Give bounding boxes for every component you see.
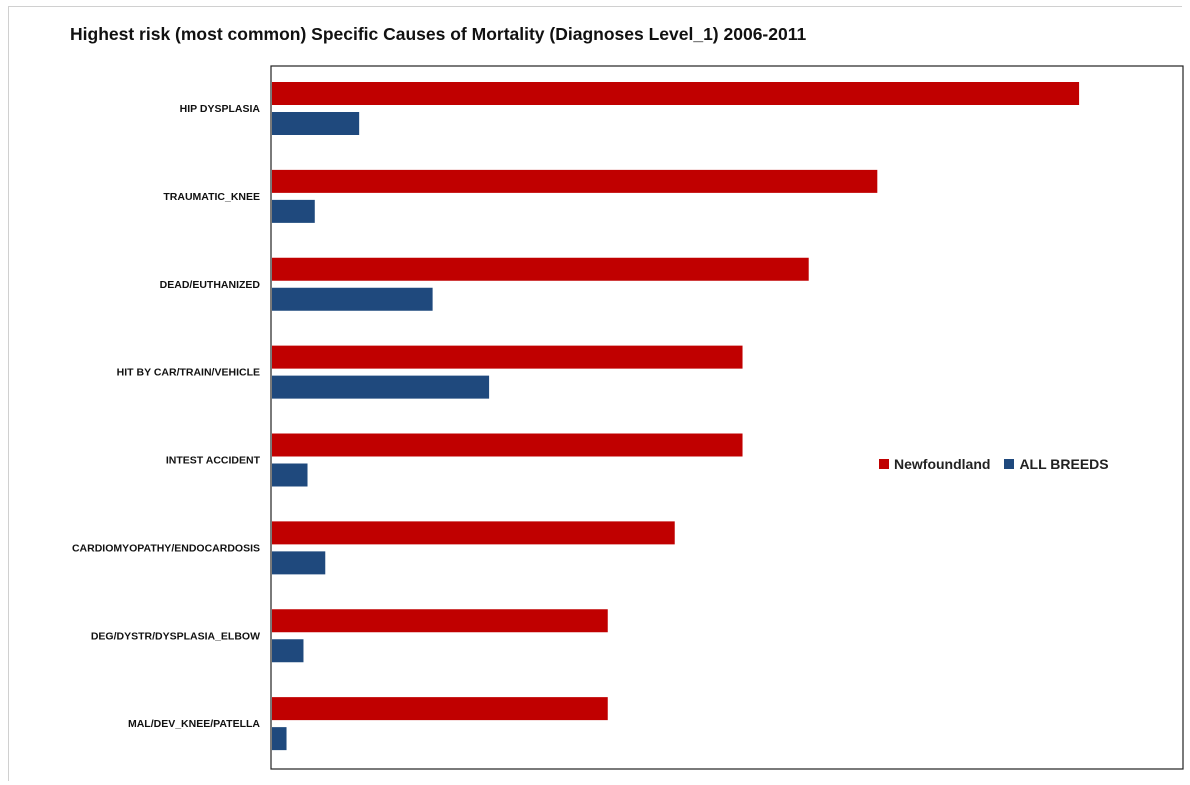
legend-label-all-breeds: ALL BREEDS [1019,456,1109,472]
legend-item-all-breeds: ALL BREEDS [1004,456,1109,472]
category-label-0: HIP DYSPLASIA [180,103,261,115]
category-label-3: HIT BY CAR/TRAIN/VEHICLE [117,367,260,379]
category-label-1: TRAUMATIC_KNEE [163,191,260,203]
bar-newfoundland-4 [272,433,743,457]
legend-swatch-newfoundland [879,459,889,469]
bar-newfoundland-0 [272,82,1080,105]
bar-all-breeds-0 [272,112,360,135]
category-label-2: DEAD/EUTHANIZED [160,279,261,291]
category-label-7: MAL/DEV_KNEE/PATELLA [128,718,260,730]
bar-all-breeds-3 [272,375,490,399]
bar-all-breeds-7 [272,727,287,751]
bar-newfoundland-5 [272,521,675,545]
bar-newfoundland-6 [272,609,608,633]
category-label-5: CARDIOMYOPATHY/ENDOCARDOSIS [72,542,260,554]
category-label-6: DEG/DYSTR/DYSPLASIA_ELBOW [91,630,260,642]
bar-all-breeds-5 [272,551,326,575]
chart-frame [8,6,1182,781]
bar-all-breeds-1 [272,199,315,223]
legend-swatch-all-breeds [1004,459,1015,469]
plot-border [270,65,1184,770]
legend: Newfoundland ALL BREEDS [879,456,1123,472]
chart-title: Highest risk (most common) Specific Caus… [70,24,807,44]
bar-all-breeds-4 [272,463,308,487]
bar-newfoundland-3 [272,345,743,369]
bar-newfoundland-2 [272,257,809,281]
bar-newfoundland-1 [272,169,878,193]
bar-all-breeds-2 [272,287,433,311]
category-label-4: INTEST ACCIDENT [166,455,261,467]
legend-item-newfoundland: Newfoundland [879,456,990,472]
bar-all-breeds-6 [272,639,304,663]
legend-label-newfoundland: Newfoundland [894,456,991,472]
bar-newfoundland-7 [272,697,608,721]
